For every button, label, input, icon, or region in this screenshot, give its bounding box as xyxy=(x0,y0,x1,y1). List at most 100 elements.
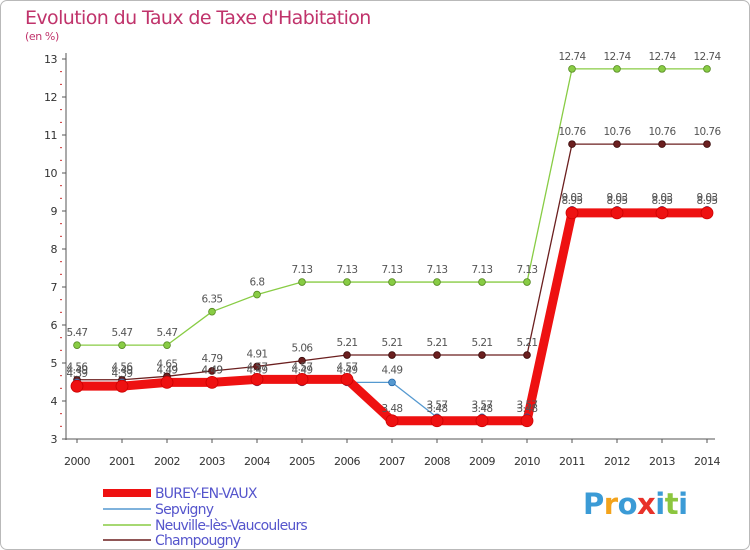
x-tick-label: 2007 xyxy=(379,455,405,468)
data-label: 5.47 xyxy=(157,327,178,339)
x-tick-label: 2009 xyxy=(469,455,495,468)
data-point xyxy=(118,341,126,349)
legend-label: Sepvigny xyxy=(155,502,214,518)
data-label: 3.57 xyxy=(472,399,493,411)
data-label: 3.57 xyxy=(517,399,538,411)
x-tick-label: 2010 xyxy=(514,455,540,468)
data-point xyxy=(205,375,219,389)
data-label: 8.95 xyxy=(562,195,583,207)
logo-letter: i xyxy=(678,487,688,521)
data-point xyxy=(433,278,441,286)
data-label: 5.47 xyxy=(112,327,133,339)
legend-label: Neuville-lès-Vaucouleurs xyxy=(155,518,307,534)
data-point xyxy=(565,206,579,220)
x-tick-label: 2006 xyxy=(334,455,360,468)
data-label: 7.13 xyxy=(337,264,358,276)
series-line xyxy=(76,68,708,346)
data-point xyxy=(475,414,489,428)
data-label: 4.65 xyxy=(157,358,178,370)
data-label: 12.74 xyxy=(558,51,586,63)
data-label: 5.21 xyxy=(337,337,358,349)
data-label: 4.49 xyxy=(247,364,268,376)
data-label: 8.95 xyxy=(697,195,718,207)
y-tick-label: 11 xyxy=(44,129,57,142)
x-tick-label: 2000 xyxy=(64,455,90,468)
data-label: 7.13 xyxy=(292,264,313,276)
data-label: 7.13 xyxy=(427,264,448,276)
data-point xyxy=(115,379,129,393)
data-point xyxy=(298,356,306,365)
data-label: 4.56 xyxy=(67,362,89,374)
data-label: 3.57 xyxy=(427,399,448,411)
y-tick-label: 6 xyxy=(51,319,58,332)
logo-letter: r xyxy=(603,487,618,521)
data-point xyxy=(388,278,396,286)
data-point xyxy=(703,140,711,148)
data-label: 4.49 xyxy=(157,364,178,376)
data-point xyxy=(340,372,354,386)
data-label: 5.21 xyxy=(427,337,448,349)
x-tick-label: 2005 xyxy=(289,455,315,468)
chart-title: Evolution du Taux de Taxe d'Habitation xyxy=(25,7,371,29)
y-tick-label: 13 xyxy=(44,53,57,66)
x-tick-label: 2013 xyxy=(649,455,675,468)
x-tick-label: 2012 xyxy=(604,455,630,468)
data-point xyxy=(160,375,174,389)
data-label: 7.13 xyxy=(517,264,538,276)
data-label: 3.48 xyxy=(472,403,493,415)
data-label: 4.57 xyxy=(337,361,358,373)
data-point xyxy=(700,206,714,220)
data-label: 4.49 xyxy=(202,364,223,376)
logo-letter: t xyxy=(664,487,679,521)
data-label: 6.8 xyxy=(250,277,265,289)
data-label: 8.95 xyxy=(607,195,628,207)
unit-label: (en %) xyxy=(25,30,59,43)
data-label: 10.76 xyxy=(693,126,721,138)
data-point xyxy=(655,206,669,220)
data-point xyxy=(253,290,261,299)
x-tick-label: 2002 xyxy=(154,455,180,468)
y-tick-label: 3 xyxy=(51,433,58,446)
data-point xyxy=(658,140,666,148)
data-label: 5.21 xyxy=(472,337,493,349)
data-label: 10.76 xyxy=(603,126,631,138)
data-label: 7.13 xyxy=(382,264,403,276)
logo-letter: o xyxy=(617,487,638,521)
data-label: 9.03 xyxy=(607,192,628,204)
y-tick-label: 4 xyxy=(51,395,58,408)
data-label: 8.95 xyxy=(652,195,673,207)
data-point xyxy=(388,378,396,387)
data-label: 4.49 xyxy=(112,364,133,376)
data-label: 4.49 xyxy=(382,364,403,376)
data-point xyxy=(613,140,621,148)
data-label: 4.49 xyxy=(202,364,223,376)
data-point xyxy=(343,278,351,286)
data-label: 12.74 xyxy=(603,51,631,63)
data-label: 12.74 xyxy=(693,51,721,63)
data-point xyxy=(613,65,621,73)
data-label: 4.39 xyxy=(67,368,88,380)
data-point xyxy=(70,379,84,393)
data-point xyxy=(250,372,264,386)
data-label: 5.06 xyxy=(292,343,314,355)
data-label: 4.57 xyxy=(247,361,268,373)
data-point xyxy=(295,372,309,386)
data-point xyxy=(388,351,396,359)
x-tick-label: 2004 xyxy=(244,455,270,468)
data-label: 7.13 xyxy=(472,264,493,276)
data-label: 10.76 xyxy=(558,126,586,138)
x-tick-label: 2001 xyxy=(109,455,135,468)
data-label: 10.76 xyxy=(648,126,676,138)
y-tick-label: 5 xyxy=(51,357,58,370)
data-point xyxy=(208,367,216,375)
data-point xyxy=(298,278,306,286)
data-point xyxy=(73,341,81,349)
logo-letter: i xyxy=(655,487,665,521)
data-label: 4.49 xyxy=(337,364,358,376)
y-tick-label: 12 xyxy=(44,91,57,104)
data-label: 12.74 xyxy=(648,51,676,63)
data-label: 4.57 xyxy=(292,361,313,373)
data-point xyxy=(430,414,444,428)
data-point xyxy=(520,414,534,428)
